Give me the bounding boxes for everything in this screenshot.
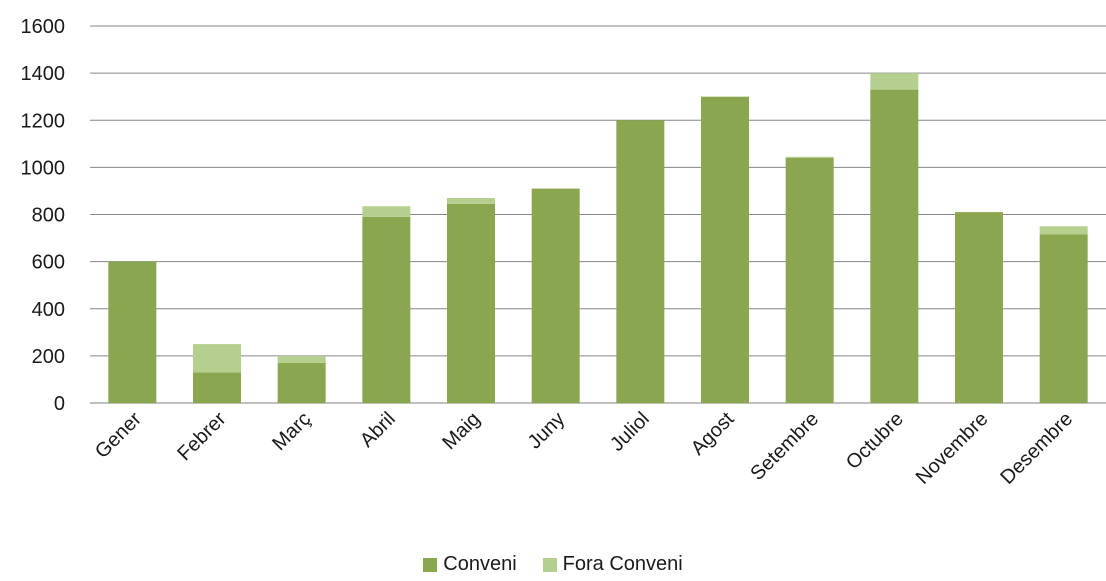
legend-swatch-fora-conveni xyxy=(542,557,557,572)
bar-conveni xyxy=(277,362,326,403)
legend-swatch-conveni xyxy=(423,557,438,572)
x-tick-label: Febrer xyxy=(173,408,230,465)
x-tick-label: Abril xyxy=(356,408,400,452)
y-tick-label: 0 xyxy=(54,393,65,415)
x-tick-label: Gener xyxy=(91,408,146,463)
y-tick-label: 400 xyxy=(32,299,65,321)
bar-fora-conveni xyxy=(193,344,241,373)
y-tick-label: 1600 xyxy=(21,16,66,38)
legend-item-fora-conveni: Fora Conveni xyxy=(542,553,683,576)
y-tick-label: 1200 xyxy=(21,110,66,132)
bar-conveni xyxy=(1039,234,1088,403)
bars xyxy=(108,73,1088,404)
bar-conveni xyxy=(531,188,580,403)
x-tick-label: Juny xyxy=(524,408,569,453)
gridlines xyxy=(90,25,1106,404)
x-tick-label: Setembre xyxy=(746,408,823,485)
y-tick-label: 800 xyxy=(32,205,65,227)
x-tick-label: Juliol xyxy=(606,408,654,456)
bar-conveni xyxy=(362,216,411,403)
x-tick-label: Octubre xyxy=(842,408,908,474)
bar-conveni xyxy=(870,89,919,404)
bar-fora-conveni xyxy=(870,73,919,90)
bar-conveni xyxy=(785,157,834,403)
bar-conveni xyxy=(701,96,749,403)
bar-fora-conveni xyxy=(1039,226,1088,235)
x-axis-tick-labels: Gener Febrer Març Abril Maig Juny Juliol Agost S… xyxy=(91,408,1077,489)
x-tick-label: Desembre xyxy=(996,408,1077,489)
bar-fora-conveni xyxy=(277,355,326,363)
bar-conveni xyxy=(955,212,1003,403)
bar-fora-conveni xyxy=(785,156,834,158)
bar-conveni xyxy=(193,372,241,403)
legend-label-fora-conveni: Fora Conveni xyxy=(562,553,683,575)
x-tick-label: Maig xyxy=(438,408,484,454)
x-tick-label: Novembre xyxy=(912,408,993,489)
bar-fora-conveni xyxy=(447,198,495,204)
y-tick-label: 200 xyxy=(32,346,65,368)
y-tick-label: 1000 xyxy=(21,157,66,179)
x-tick-label: Agost xyxy=(687,408,739,460)
bar-conveni xyxy=(108,261,157,403)
bar-fora-conveni xyxy=(362,206,411,217)
bar-conveni xyxy=(616,120,665,403)
legend-item-conveni: Conveni xyxy=(423,553,517,576)
x-tick-label: Març xyxy=(268,408,315,455)
legend-label-conveni: Conveni xyxy=(443,553,517,575)
bar-conveni xyxy=(447,203,495,403)
y-tick-label: 600 xyxy=(32,252,65,274)
y-tick-label: 1400 xyxy=(21,63,66,85)
y-axis-tick-labels: 0 200 400 600 800 1000 1200 1400 1600 xyxy=(21,16,66,415)
legend: Conveni Fora Conveni xyxy=(0,553,1106,576)
